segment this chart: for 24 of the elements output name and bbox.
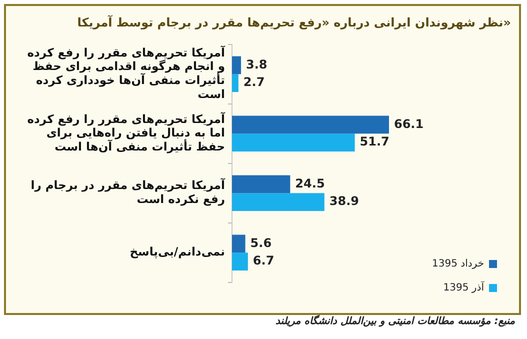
data-label: 24.5 — [295, 176, 325, 190]
chart-title: نظر شهروندان ایرانی درباره «رفع تحریم‌ها مقرر در برجام توسط آمریکا» — [77, 14, 511, 30]
legend-label: خرداد 1395 — [432, 258, 484, 270]
data-label: 51.7 — [360, 134, 390, 149]
bar — [232, 175, 290, 194]
data-label: 6.7 — [252, 254, 274, 268]
bar — [232, 74, 238, 92]
text: منبع: مؤسسه مطالعات امنیتی و بین‌الملل دانشگاه مریلند — [274, 316, 515, 327]
y-tick-label: نمی‌دانم/بی‌پاسخ — [130, 244, 225, 259]
data-label: 2.7 — [243, 75, 265, 90]
data-label: 5.6 — [250, 236, 272, 250]
data-label: 38.9 — [329, 194, 359, 208]
bar — [232, 234, 246, 253]
bar — [232, 193, 324, 211]
data-label: 3.8 — [246, 57, 268, 72]
bar — [232, 134, 355, 152]
bar — [232, 252, 248, 270]
y-tick-label: آمریکا تحریم‌های مقرر را رفع کرده و انجام هرگونه اقدامی برای حفظ تأثیرات منفی آن‌ها خودداری کرده است — [27, 45, 226, 101]
bar — [232, 56, 242, 74]
data-label: 66.1 — [394, 116, 424, 131]
bar — [232, 116, 389, 134]
legend-label: آذر 1395 — [443, 280, 486, 294]
y-tick-label: آمریکا تحریم‌های مقرر را رفع کرده اما به دنبال یافتن راه‌هایی برای حفظ تأثیرات منفی آن‌ها است — [27, 112, 226, 154]
y-tick-label: آمریکا تحریم‌های مقرر در برجام را رفع نکرده است — [30, 178, 226, 206]
